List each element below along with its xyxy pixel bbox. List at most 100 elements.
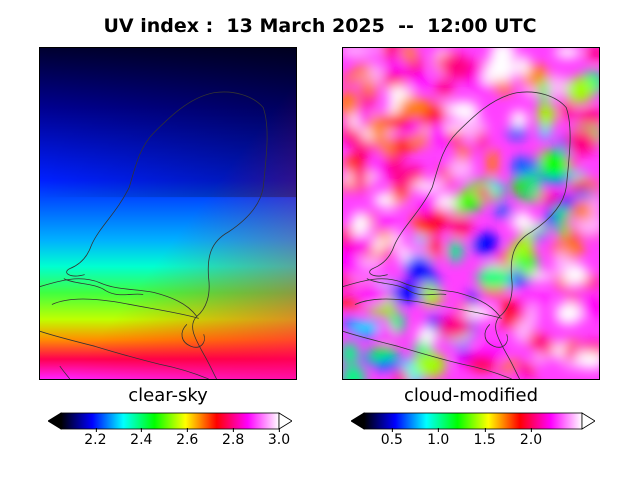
colorbar-tick-label: 0.5 — [380, 428, 403, 448]
cloud-cell — [535, 337, 556, 357]
cloud-cell — [571, 201, 595, 221]
colorbar-extend-low — [351, 412, 365, 430]
cloud-cell — [448, 239, 463, 263]
cloud-modified-colorbar — [351, 412, 595, 430]
cloud-cell — [348, 321, 381, 333]
country-borders — [40, 91, 268, 379]
cloud-cell — [526, 302, 538, 330]
cloud-cell — [367, 305, 385, 316]
cloud-cell — [381, 113, 413, 129]
cloud-cell — [520, 295, 553, 304]
cloud-cell — [458, 194, 483, 212]
cloud-modified-colorbar-ticks: 0.5 1.0 1.5 2.0 — [351, 428, 595, 452]
cloud-cell — [576, 108, 599, 127]
cloud-field-blobs — [343, 48, 599, 379]
cloud-cell — [475, 130, 487, 150]
cloud-cell — [537, 222, 548, 235]
cloud-cell — [494, 205, 513, 218]
cloud-cell — [381, 324, 394, 342]
country-borders — [343, 91, 571, 379]
colorbar-body — [363, 412, 583, 430]
cloud-cell — [371, 48, 383, 54]
cloud-cell — [510, 255, 537, 268]
cloud-cell — [509, 163, 523, 173]
cloud-cell — [509, 218, 540, 231]
cloud-cell — [442, 217, 472, 228]
cloud-cell — [577, 351, 599, 370]
cloud-cell — [512, 175, 528, 196]
cloud-cell — [539, 149, 567, 160]
cloud-cell — [382, 212, 395, 225]
cloud-cell — [488, 180, 501, 194]
cloud-cell — [554, 48, 581, 59]
cloud-cell — [465, 356, 498, 371]
cloud-cell — [386, 150, 403, 179]
cloud-cell — [394, 368, 409, 379]
cloud-cell — [566, 128, 598, 155]
cloud-modified-map — [342, 47, 600, 380]
clear-sky-field — [40, 48, 296, 379]
cloud-cell — [499, 85, 513, 95]
colorbar-extend-low — [48, 412, 62, 430]
cloud-cell — [343, 250, 360, 276]
colorbar-tick-label: 2.2 — [84, 428, 107, 448]
cloud-cell — [555, 250, 570, 277]
cloud-cell — [556, 222, 570, 237]
cloud-cell — [390, 311, 405, 334]
cloud-cell — [343, 365, 366, 379]
cloud-cell — [427, 122, 448, 147]
cloud-cell — [510, 110, 528, 130]
cloud-cell — [466, 290, 479, 307]
cloud-cell — [350, 211, 370, 239]
cloud-cell — [571, 189, 595, 199]
cloud-cell — [345, 235, 376, 246]
cloud-cell — [447, 100, 480, 121]
cloud-cell — [350, 168, 369, 186]
cloud-cell — [412, 180, 437, 191]
cloud-cell — [584, 48, 599, 61]
cloud-cell — [538, 77, 549, 106]
colorbar-tick-label: 2.6 — [176, 428, 199, 448]
cloud-cell — [562, 345, 577, 361]
cloud-cell — [538, 193, 561, 204]
cloud-cell — [420, 197, 434, 216]
cloud-cell — [476, 266, 510, 290]
cloud-cell — [354, 139, 374, 155]
colorbar-tick-label: 1.0 — [427, 428, 450, 448]
cloud-cell — [473, 232, 499, 256]
cloud-cell — [477, 346, 509, 357]
cloud-modified-label: cloud-modified — [403, 385, 539, 406]
cloud-cell — [510, 239, 533, 257]
cloud-cell — [343, 91, 359, 119]
cloud-cell — [486, 149, 499, 177]
cloud-cell — [428, 288, 443, 305]
cloud-cell — [435, 195, 461, 210]
cloud-cell — [398, 96, 430, 118]
cloud-cell — [447, 156, 475, 180]
cloud-cell — [530, 176, 541, 199]
cloud-cell — [565, 76, 594, 104]
cloud-cell — [544, 213, 558, 227]
cloud-cell — [498, 300, 523, 312]
cloud-cell — [434, 175, 447, 193]
cloud-cell — [567, 291, 578, 303]
cloud-cell — [343, 297, 362, 308]
cloud-cell — [536, 102, 556, 128]
clear-sky-colorbar — [48, 412, 292, 430]
cloud-cell — [352, 64, 371, 77]
colorbar-extend-high — [278, 412, 292, 430]
cloud-cell — [389, 283, 423, 303]
cloud-cell — [372, 234, 384, 255]
cloud-cell — [343, 74, 360, 84]
clear-sky-colorbar-ticks: 2.2 2.4 2.6 2.8 3.0 — [48, 428, 292, 452]
chart-title: UV index : 13 March 2025 -- 12:00 UTC — [103, 15, 537, 37]
cloud-cell — [520, 267, 534, 278]
cloud-modified-field — [343, 48, 599, 379]
colorbar-tick-label: 1.5 — [473, 428, 496, 448]
cloud-cell — [343, 342, 359, 365]
cloud-cell — [513, 319, 532, 344]
colorbar-tick-label: 2.4 — [130, 428, 153, 448]
cloud-cell — [361, 91, 374, 112]
cloud-cell — [392, 171, 409, 189]
cloud-cell — [394, 238, 419, 248]
